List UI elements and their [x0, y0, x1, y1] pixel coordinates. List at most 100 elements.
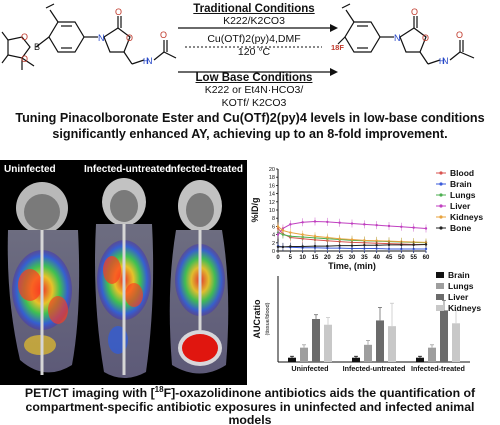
y-tick-label: 16 — [269, 183, 275, 189]
bar-brain — [288, 357, 296, 362]
label-uninfected: Uninfected — [4, 164, 56, 175]
svg-text:N: N — [442, 56, 449, 66]
bar-lungs — [428, 347, 436, 362]
legend-swatch-brain — [436, 272, 444, 278]
bar-brain — [352, 357, 360, 362]
data-point-bone — [412, 243, 415, 247]
data-point-liver — [400, 225, 403, 229]
x-tick-label: 25 — [336, 255, 343, 261]
legend-marker-lungs — [439, 193, 443, 197]
temperature-text: 120 °C — [237, 46, 271, 58]
series-line-brain — [277, 245, 426, 250]
data-point-bone — [387, 243, 391, 247]
data-point-liver — [424, 227, 428, 230]
data-point-brain — [412, 247, 415, 251]
x-tick-label: 20 — [324, 255, 331, 261]
mouse-scan-uninfected — [7, 182, 80, 375]
x-tick-label: 30 — [349, 255, 356, 261]
category-label: Infected-untreated — [343, 364, 406, 373]
svg-text:O: O — [456, 30, 463, 40]
headline-text: Tuning Pinacolboronate Ester and Cu(OTf)… — [15, 111, 485, 141]
bar-lungs — [364, 344, 372, 362]
x-tick-label: 15 — [312, 255, 319, 261]
data-point-bone — [301, 245, 304, 248]
legend-label-brain: Brain — [448, 270, 470, 280]
svg-text:H: H — [439, 57, 445, 66]
data-point-liver — [301, 221, 304, 224]
data-point-liver — [363, 223, 366, 226]
data-point-kidneys — [281, 229, 285, 232]
y-tick-label: 14 — [269, 192, 275, 198]
data-point-liver — [350, 222, 354, 225]
y-axis-label: %ID/g — [250, 197, 260, 222]
svg-text:O: O — [422, 33, 429, 43]
svg-text:N: N — [146, 56, 153, 66]
data-point-kidneys — [375, 239, 378, 242]
low-base-conditions-title: Low Base Conditions — [195, 72, 313, 84]
data-point-liver — [387, 224, 391, 228]
x-tick-label: 40 — [373, 255, 380, 261]
data-point-bone — [281, 245, 285, 249]
data-point-kidneys — [363, 239, 366, 242]
data-point-bone — [338, 244, 341, 247]
bar-kidneys — [324, 324, 332, 362]
legend-swatch-kidneys — [436, 305, 444, 311]
bar-kidneys — [388, 326, 396, 362]
low-base-reagents-line2: KOTf/ K2CO3 — [221, 97, 287, 109]
traditional-conditions-reagents: K222/K2CO3 — [223, 15, 285, 27]
svg-text:O: O — [21, 54, 28, 64]
data-point-kidneys — [338, 237, 341, 240]
mouse-scan-infected-treated — [169, 180, 229, 374]
pet-ct-scans — [7, 178, 229, 378]
x-tick-label: 0 — [276, 255, 280, 261]
copper-conditions: Cu(OTf)2(py)4,DMF 120 °C — [178, 33, 330, 59]
data-point-liver — [289, 223, 292, 226]
data-point-liver — [313, 220, 317, 223]
x-tick-label: 5 — [289, 255, 293, 261]
category-label: Infected-treated — [411, 364, 465, 373]
x-tick-label: 55 — [410, 255, 417, 261]
data-point-bone — [424, 243, 428, 246]
legend-marker-bone — [439, 226, 443, 230]
legend-label-blood: Blood — [450, 168, 474, 178]
y-axis-label: AUCratio — [252, 299, 262, 339]
bar-liver — [376, 320, 384, 362]
legend-swatch-liver — [436, 294, 444, 300]
legend-marker-kidneys — [439, 215, 443, 219]
legend-label-kidneys: Kidneys — [448, 303, 481, 313]
series-line-blood — [277, 228, 426, 245]
svg-text:H: H — [143, 57, 149, 66]
y-axis-sublabel: (tissue/blood) — [265, 302, 271, 335]
copper-catalyst-text: Cu(OTf)2(py)4,DMF — [207, 33, 301, 45]
mouse-scan-infected-untreated — [95, 178, 154, 378]
data-point-bone — [276, 245, 280, 249]
x-tick-label: 10 — [299, 255, 306, 261]
svg-text:O: O — [21, 32, 28, 42]
legend-label-lungs: Lungs — [450, 190, 476, 200]
bar-liver — [440, 310, 448, 362]
x-tick-label: 45 — [386, 255, 393, 261]
data-point-kidneys — [301, 233, 304, 236]
y-tick-label: 6 — [272, 224, 275, 230]
label-infected-untreated: Infected-untreated — [84, 164, 172, 175]
isotope-label: 18F — [331, 43, 344, 52]
caption-part2: F]-oxazolidinone antibiotics aids the qu… — [25, 386, 476, 425]
y-tick-label: 18 — [269, 175, 275, 181]
data-point-bone — [375, 244, 378, 247]
series-line-kidneys — [277, 226, 427, 243]
auc-ratio-bar-chart: Uninfected Infected-untreated Infected-tre… — [252, 270, 481, 373]
data-point-liver — [326, 220, 329, 224]
caption-superscript: 18 — [154, 385, 164, 394]
reaction-scheme: B O O N O O H N O 18F N O O H N O — [1, 3, 475, 76]
svg-text:N: N — [98, 33, 105, 43]
x-tick-label: 50 — [398, 255, 405, 261]
legend-label-liver: Liver — [450, 201, 471, 211]
data-point-bone — [400, 243, 403, 247]
y-tick-label: 0 — [272, 249, 275, 255]
data-point-kidneys — [276, 225, 280, 228]
y-tick-label: 10 — [269, 208, 275, 214]
data-point-brain — [387, 247, 391, 251]
svg-text:O: O — [160, 30, 167, 40]
data-point-liver — [338, 221, 341, 224]
svg-text:O: O — [126, 33, 133, 43]
